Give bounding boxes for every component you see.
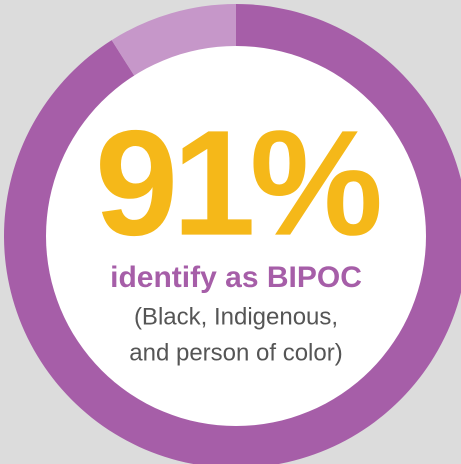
subtitle-line: and person of color) (129, 339, 342, 366)
subtitle-line: (Black, Indigenous, (134, 303, 338, 330)
donut-segment (111, 4, 236, 78)
chart-title: identify as BIPOC (110, 261, 362, 294)
center-disc (46, 46, 426, 426)
donut-ring (4, 4, 461, 464)
big-value-label: 91% (95, 99, 380, 267)
